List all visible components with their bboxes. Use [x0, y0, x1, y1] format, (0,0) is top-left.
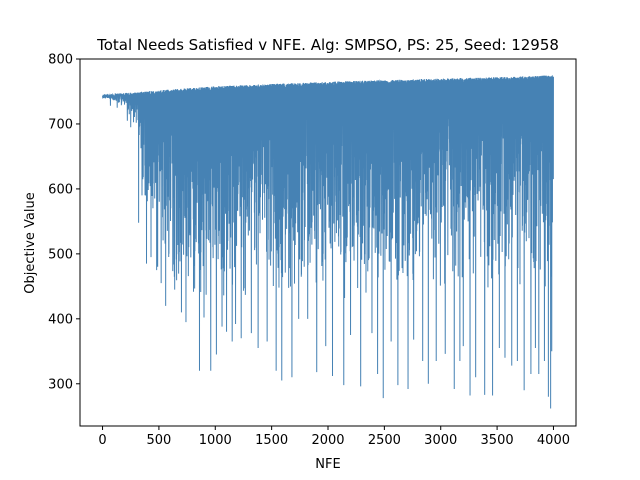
series-line-0	[102, 75, 554, 409]
x-tick-label: 4000	[537, 433, 570, 448]
y-tick-label: 400	[48, 312, 73, 327]
x-tick-label: 1500	[255, 433, 288, 448]
y-tick-label: 500	[48, 247, 73, 262]
y-tick-label: 300	[48, 377, 73, 392]
x-axis-label: NFE	[315, 457, 340, 472]
y-tick-label: 600	[48, 182, 73, 197]
y-axis-label: Objective Value	[23, 192, 38, 293]
axes-layer: 0 500 1000 1500 2000 2500 3000 3500 4000 300 400 50…	[48, 53, 577, 448]
x-tick-label: 2000	[311, 433, 344, 448]
x-tick-label: 1000	[199, 433, 232, 448]
series-layer	[102, 75, 554, 409]
x-tick-label: 500	[146, 433, 171, 448]
y-tick-label: 800	[48, 53, 73, 68]
x-tick-label: 2500	[368, 433, 401, 448]
x-tick-label: 0	[98, 433, 106, 448]
y-tick-label: 700	[48, 117, 73, 132]
x-tick-label: 3000	[424, 433, 457, 448]
x-tick-label: 3500	[481, 433, 514, 448]
chart-title: Total Needs Satisfied v NFE. Alg: SMPSO,…	[96, 36, 559, 54]
